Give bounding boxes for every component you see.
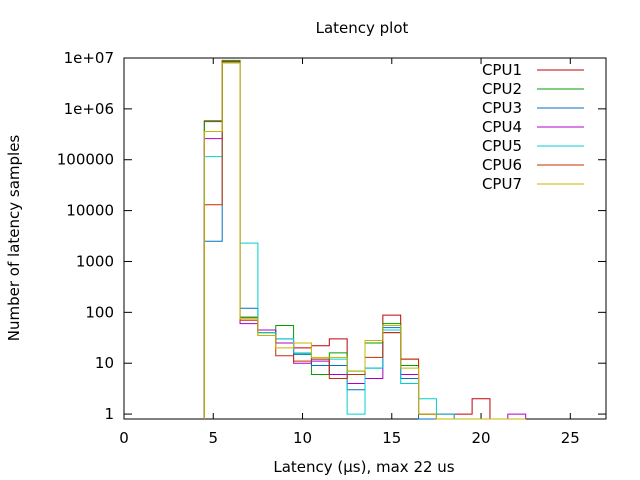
chart-title: Latency plot bbox=[316, 19, 409, 37]
x-tick-label: 20 bbox=[471, 429, 490, 447]
x-tick-label: 5 bbox=[208, 429, 218, 447]
legend-label: CPU7 bbox=[482, 175, 522, 193]
legend-label: CPU5 bbox=[482, 137, 522, 155]
legend-label: CPU2 bbox=[482, 80, 522, 98]
series-line-cpu5 bbox=[203, 62, 526, 420]
y-tick-label: 1 bbox=[104, 405, 114, 423]
y-tick-label: 100000 bbox=[57, 151, 114, 169]
y-tick-label: 100 bbox=[85, 303, 114, 321]
legend-label: CPU1 bbox=[482, 61, 522, 79]
series-layer bbox=[203, 59, 527, 420]
y-axis: 1 10 100 1000 10000 100000 1e+06 1e+07 bbox=[57, 49, 606, 423]
x-tick-label: 10 bbox=[293, 429, 312, 447]
x-axis-label: Latency (µs), max 22 us bbox=[273, 458, 454, 476]
legend-label: CPU4 bbox=[482, 118, 522, 136]
y-tick-label: 1e+07 bbox=[64, 49, 114, 67]
legend-label: CPU6 bbox=[482, 156, 522, 174]
x-axis: 0 5 10 15 20 25 bbox=[119, 58, 580, 447]
y-tick-label: 1000 bbox=[76, 252, 114, 270]
y-tick-label: 1e+06 bbox=[64, 100, 114, 118]
plot-frame bbox=[123, 57, 607, 420]
series-line-cpu7 bbox=[203, 62, 526, 420]
legend-label: CPU3 bbox=[482, 99, 522, 117]
y-tick-label: 10 bbox=[95, 354, 114, 372]
x-tick-label: 0 bbox=[119, 429, 129, 447]
x-tick-label: 15 bbox=[382, 429, 401, 447]
x-tick-label: 25 bbox=[561, 429, 580, 447]
y-tick-label: 10000 bbox=[66, 202, 114, 220]
y-axis-label: Number of latency samples bbox=[5, 135, 23, 342]
